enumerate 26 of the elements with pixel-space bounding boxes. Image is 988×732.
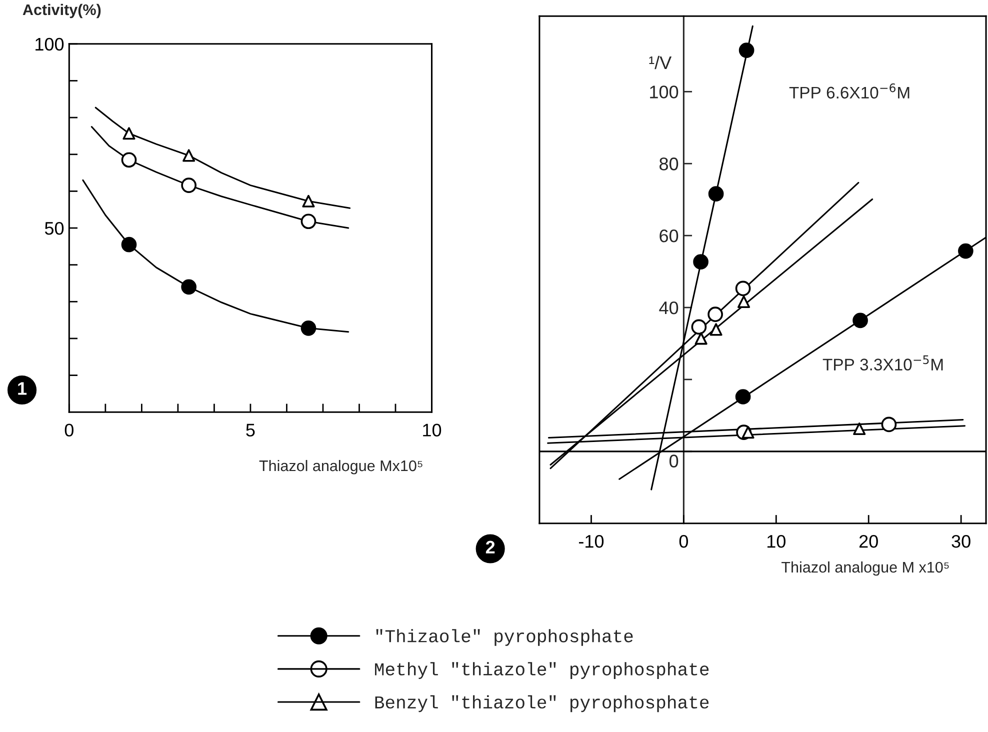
x-tick-label: 0 <box>64 424 74 436</box>
y-tick-label: 0 <box>669 454 678 468</box>
y-tick-label: 100 <box>36 38 64 51</box>
annotation: TPP 6.6X10$^{−6}$M <box>789 83 910 99</box>
y-axis-title: Activity(%) <box>22 4 101 18</box>
x-tick-label: 30 <box>952 534 970 548</box>
y-tick-label: 50 <box>44 222 64 235</box>
legend-label: Benzyl "thiazole" pyrophosphate <box>375 695 709 712</box>
x-tick-label: -10 <box>578 534 604 548</box>
y-tick-label: 100 <box>650 86 678 98</box>
x-tick-label: 20 <box>859 534 878 548</box>
y-tick-label: 40 <box>659 301 678 314</box>
legend-label: "Thizaole" pyrophosphate <box>376 629 633 646</box>
x-tick-label: 0 <box>679 534 688 548</box>
y-tick-label: 60 <box>660 230 678 242</box>
annotation: TPP 3.3X10$^{−5}$M <box>822 355 943 370</box>
x-axis-title: Thiazol analogue Mx10⁵ <box>259 460 422 474</box>
x-tick-label: 5 <box>246 424 255 436</box>
legend-label: Methyl "thiazole" pyrophosphate <box>375 662 709 680</box>
text: 2 <box>486 540 495 554</box>
text: 1 <box>18 382 27 395</box>
y-tick-label: 80 <box>660 158 678 170</box>
x-tick-label: 10 <box>423 424 442 436</box>
y-axis-title: ¹/V <box>649 56 672 70</box>
x-axis-title: Thiazol analogue M x10⁵ <box>782 561 949 576</box>
x-tick-label: 10 <box>767 534 786 548</box>
